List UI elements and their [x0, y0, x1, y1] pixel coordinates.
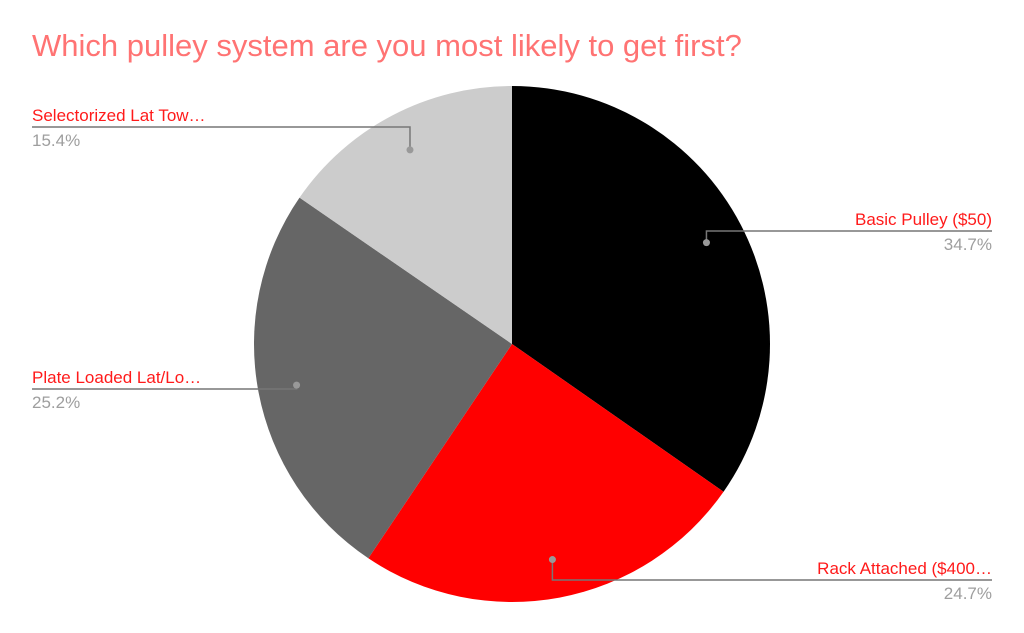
- leader-line: [705, 230, 992, 243]
- leader-dot: [406, 146, 414, 154]
- leader-line: [32, 126, 411, 150]
- chart-title: Which pulley system are you most likely …: [32, 28, 742, 63]
- pie-slice-3[interactable]: [299, 86, 512, 344]
- slice-percent: 25.2%: [32, 393, 80, 412]
- leader-line: [551, 559, 992, 581]
- slice-label: Basic Pulley ($50): [855, 210, 992, 229]
- slice-percent: 15.4%: [32, 131, 80, 150]
- leader-dot: [293, 381, 301, 389]
- slice-percent: 24.7%: [944, 584, 992, 603]
- leader-dot: [702, 239, 710, 247]
- pie-slice-0[interactable]: [512, 86, 771, 492]
- slice-label: Selectorized Lat Tow…: [32, 106, 206, 125]
- pie-slice-2[interactable]: [253, 197, 512, 559]
- pie-slice-1[interactable]: [368, 344, 724, 603]
- slice-percent: 34.7%: [944, 235, 992, 254]
- leader-dot: [548, 556, 556, 564]
- slice-label: Rack Attached ($400…: [817, 559, 992, 578]
- slice-label: Plate Loaded Lat/Lo…: [32, 368, 201, 387]
